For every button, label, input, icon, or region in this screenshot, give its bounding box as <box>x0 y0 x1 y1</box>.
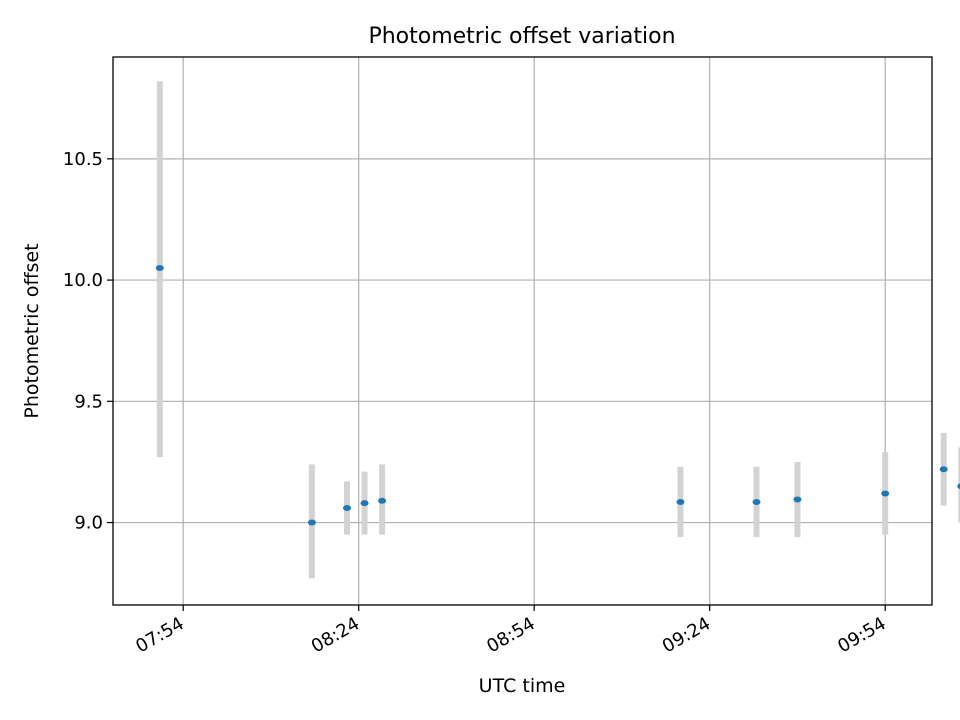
y-tick-label: 9.0 <box>74 513 103 534</box>
chart-title: Photometric offset variation <box>368 24 675 49</box>
data-point <box>155 264 164 271</box>
x-tick-label: 09:54 <box>834 613 889 657</box>
data-point <box>307 519 316 526</box>
data-point <box>752 498 761 505</box>
y-axis-ticks: 9.0 9.5 10.0 10.5 <box>63 149 113 534</box>
plot-frame <box>112 56 933 606</box>
x-tick-label: 08:24 <box>308 613 363 657</box>
data-point <box>343 505 351 512</box>
data-point <box>957 483 960 490</box>
y-tick-label: 9.5 <box>74 391 103 412</box>
data-point <box>939 466 948 473</box>
x-tick-label: 09:24 <box>659 613 714 657</box>
y-axis-label: Photometric offset <box>21 243 43 418</box>
data-point <box>881 490 890 497</box>
x-tick-label: 08:54 <box>483 613 538 657</box>
error-bars <box>156 81 960 579</box>
y-tick-label: 10.0 <box>63 270 103 291</box>
x-axis-label: UTC time <box>479 675 566 697</box>
y-tick-label: 10.5 <box>63 149 103 170</box>
data-point <box>676 498 685 505</box>
x-tick-label: 07:54 <box>132 613 187 657</box>
data-point <box>378 497 387 504</box>
x-axis-ticks: 07:54 08:24 08:54 09:24 09:54 <box>132 605 890 657</box>
data-point <box>793 496 802 503</box>
grid-lines <box>113 57 932 605</box>
data-point <box>360 500 369 507</box>
data-points <box>155 264 960 526</box>
